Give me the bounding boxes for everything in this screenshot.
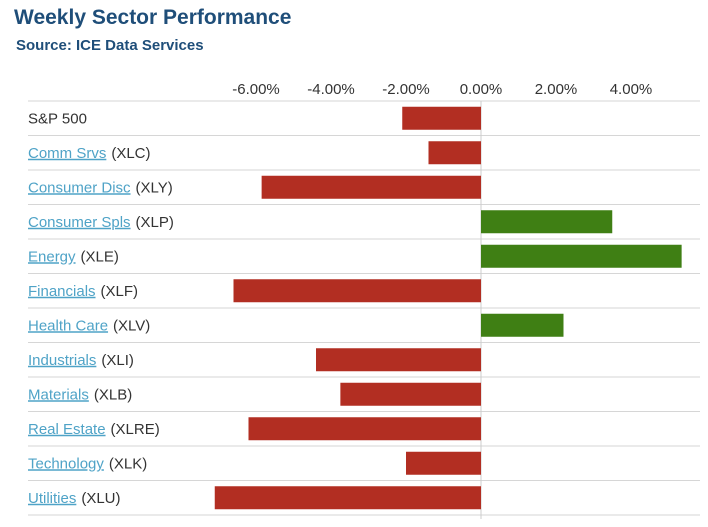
category-name[interactable]: Health Care	[28, 317, 108, 334]
category-label: Comm Srvs (XLC)	[28, 145, 151, 162]
x-tick-label: 2.00%	[535, 81, 578, 98]
category-label: Financials (XLF)	[28, 283, 138, 300]
category-label: Materials (XLB)	[28, 386, 132, 403]
bar-consumer-disc	[261, 175, 481, 199]
category-ticker: (XLF)	[101, 283, 139, 300]
category-ticker: (XLI)	[101, 352, 134, 369]
category-ticker: (XLRE)	[111, 421, 160, 438]
category-name[interactable]: Industrials	[28, 352, 96, 369]
category-label: Technology (XLK)	[28, 455, 147, 472]
category-name[interactable]: Consumer Disc	[28, 179, 131, 196]
category-name[interactable]: Utilities	[28, 490, 76, 507]
category-ticker: (XLV)	[113, 317, 150, 334]
category-label: Consumer Spls (XLP)	[28, 214, 174, 231]
bar-consumer-spls	[481, 210, 613, 234]
category-ticker: (XLU)	[81, 490, 120, 507]
category-label: S&P 500	[28, 110, 87, 127]
category-ticker: (XLK)	[109, 455, 147, 472]
bar-industrials	[316, 348, 481, 372]
category-name[interactable]: Technology	[28, 455, 104, 472]
bar-utilities	[214, 486, 481, 510]
bar-comm-srvs	[428, 141, 481, 165]
category-ticker: (XLP)	[136, 214, 174, 231]
category-name[interactable]: Real Estate	[28, 421, 106, 438]
bar-materials	[340, 382, 481, 406]
bar-real-estate	[248, 417, 481, 441]
category-ticker: (XLE)	[81, 248, 119, 265]
chart-title: Weekly Sector Performance	[14, 6, 292, 29]
x-tick-label: 4.00%	[610, 81, 653, 98]
x-tick-label: 0.00%	[460, 81, 503, 98]
x-tick-label: -4.00%	[307, 81, 355, 98]
x-tick-label: -6.00%	[232, 81, 280, 98]
category-name[interactable]: Financials	[28, 283, 96, 300]
category-name[interactable]: Energy	[28, 248, 76, 265]
chart-subtitle: Source: ICE Data Services	[16, 37, 204, 54]
category-name: S&P 500	[28, 110, 87, 127]
category-name[interactable]: Consumer Spls	[28, 214, 131, 231]
bar-s-p-500	[402, 106, 481, 130]
category-name[interactable]: Comm Srvs	[28, 145, 106, 162]
category-ticker: (XLB)	[94, 386, 132, 403]
x-tick-label: -2.00%	[382, 81, 430, 98]
bar-financials	[233, 279, 481, 303]
category-ticker: (XLC)	[111, 145, 150, 162]
category-ticker: (XLY)	[136, 179, 173, 196]
category-label: Industrials (XLI)	[28, 352, 134, 369]
category-label: Consumer Disc (XLY)	[28, 179, 173, 196]
bar-health-care	[481, 313, 564, 337]
bar-technology	[406, 451, 481, 475]
category-label: Real Estate (XLRE)	[28, 421, 160, 438]
category-name[interactable]: Materials	[28, 386, 89, 403]
bar-energy	[481, 244, 682, 268]
category-label: Energy (XLE)	[28, 248, 119, 265]
category-label: Utilities (XLU)	[28, 490, 121, 507]
category-label: Health Care (XLV)	[28, 317, 150, 334]
